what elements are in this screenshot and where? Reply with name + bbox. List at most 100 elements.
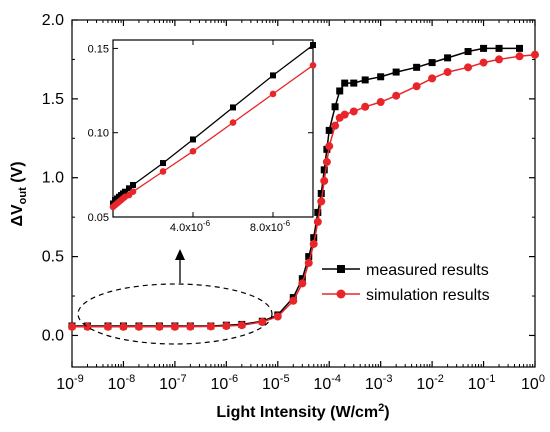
inset-point-measured [230,104,236,111]
data-point-measured [305,253,313,261]
data-point-measured [480,44,488,52]
x-axis-label: Light Intensity (W/cm2) [216,402,389,421]
data-point-simulation [134,322,143,331]
data-point-measured [428,59,436,67]
x-tick-label: 10-1 [468,373,496,393]
data-point-simulation [206,322,215,331]
data-point-simulation [331,121,340,130]
x-tick-label: 100 [521,373,545,393]
data-point-simulation [361,102,370,111]
data-point-simulation [155,322,164,331]
x-tick-label: 10-7 [159,373,187,393]
data-point-simulation [298,279,307,288]
data-point-measured [341,79,349,87]
data-point-measured [361,76,369,84]
data-point-simulation [479,58,488,67]
data-point-simulation [376,98,385,107]
x-tick-label: 10-2 [416,373,444,393]
inset-point-simulation [129,188,137,196]
data-point-simulation [309,239,318,248]
x-tick-label: 10-8 [108,373,136,393]
data-point-simulation [325,142,334,151]
data-point-simulation [495,55,504,64]
plot-frame [71,19,536,368]
data-point-simulation [531,50,539,59]
inset-x-tick-label: 8.0x10-6 [250,219,291,234]
data-point-measured [331,103,339,111]
data-point-measured [310,234,318,242]
data-point-measured [464,48,472,56]
data-point-measured [325,126,333,134]
x-tick-label: 10-9 [56,373,84,393]
x-tick-label: 10-5 [262,373,290,393]
x-tick-label: 10-6 [211,373,239,393]
inset-arrowhead [175,249,185,260]
inset-point-simulation [309,61,317,69]
data-point-measured [444,54,452,62]
legend-marker-measured [337,265,345,273]
legend: measured results simulation results [322,262,490,304]
data-point-simulation [313,217,322,226]
inset-y-tick-label: 0.15 [88,43,109,55]
data-point-simulation [186,322,195,331]
inset-x-tick-label: 4.0x10-6 [170,219,211,234]
data-point-measured [377,73,385,81]
data-point-measured [516,44,524,52]
data-point-simulation [237,321,246,330]
data-point-simulation [340,110,349,119]
x-tick-label: 10-4 [313,373,341,393]
data-point-simulation [392,91,401,100]
data-point-simulation [273,312,282,321]
data-point-simulation [83,322,92,331]
inset-y-tick-label: 0.10 [88,128,109,140]
data-point-measured [350,79,358,87]
highlight-ellipse [77,283,273,345]
inset-point-measured [160,160,166,167]
inset-point-simulation [189,147,197,155]
data-point-simulation [289,296,298,305]
data-point-measured [320,166,328,174]
inset-point-measured [122,188,128,195]
data-point-measured [392,68,400,76]
y-tick-label: 2.0 [42,12,64,29]
inset-point-measured [130,181,136,188]
data-point-simulation [119,322,128,331]
x-tick-label: 10-3 [365,373,393,393]
inset-point-simulation [229,119,237,126]
data-point-simulation [349,107,358,116]
inset-y-tick-label: 0.05 [88,212,109,224]
y-tick-label: 0.0 [42,327,64,344]
inset-point-simulation [269,90,277,98]
data-point-simulation [412,82,421,91]
legend-marker-simulation [336,289,346,299]
legend-label-measured: measured results [366,262,489,279]
data-point-simulation [464,63,473,72]
data-point-measured [336,87,344,95]
data-point-simulation [443,68,452,77]
data-point-measured [413,63,421,71]
y-tick-label: 1.5 [42,91,64,108]
data-point-simulation [320,176,329,185]
data-point-simulation [428,74,437,83]
data-point-simulation [68,322,76,331]
data-point-simulation [103,322,112,331]
data-point-simulation [322,157,331,166]
data-point-simulation [222,321,231,330]
y-tick-label: 1.0 [42,170,64,187]
inset-point-measured [270,72,276,79]
data-point-simulation [258,318,267,327]
data-point-measured [298,275,306,283]
inset-frame [112,39,314,218]
data-point-simulation [304,258,313,267]
data-point-measured [317,190,325,197]
y-tick-label: 0.5 [42,249,64,266]
legend-label-simulation: simulation results [366,287,490,304]
inset-point-simulation [159,168,167,175]
inset-point-measured [310,42,316,49]
y-axis-label: ΔVout (V) [9,161,29,226]
data-point-simulation [317,197,326,206]
inset-point-measured [190,136,196,143]
data-point-measured [314,208,322,216]
data-point-simulation [170,322,179,331]
